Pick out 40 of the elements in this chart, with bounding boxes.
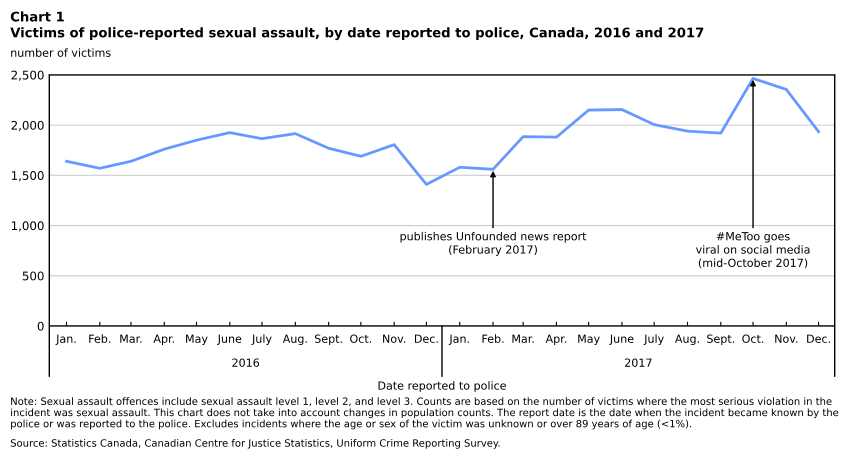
- x-tick-label: Jan.: [448, 334, 469, 345]
- x-tick-label: Apr.: [153, 334, 174, 346]
- text: 2017: [625, 358, 652, 367]
- x-tick-label: Oct.: [742, 334, 764, 343]
- x-tick-label: Mar.: [512, 334, 534, 343]
- y-axis-title: number of victims: [11, 48, 111, 57]
- x-tick-label: June: [217, 334, 242, 345]
- source-note: Source: Statistics Canada, Canadian Centre for Justice Statistics, Uniform Crime Reporting Survey.: [10, 439, 500, 449]
- y-tick-label: 1,000: [12, 221, 44, 232]
- x-tick-label: Dec.: [414, 334, 438, 343]
- x-tick-label: Dec.: [807, 334, 830, 343]
- x-tick-label: Feb.: [482, 334, 504, 343]
- y-tick-label: 2,500: [12, 70, 44, 81]
- annotation: #MeToo goes viral on social media (mid-October 2017): [696, 232, 810, 268]
- x-tick-label: Oct.: [350, 334, 372, 343]
- chart-subtitle: Victims of police-reported sexual assault, by date reported to police, Canada, 2016 and 2017: [10, 27, 704, 40]
- x-tick-label: July: [251, 334, 272, 346]
- x-tick-label: Nov.: [775, 334, 798, 343]
- text: 2016: [232, 358, 260, 367]
- x-tick-label: Apr.: [546, 334, 566, 346]
- x-tick-label: Sept.: [314, 334, 342, 346]
- x-tick-label: July: [644, 334, 664, 346]
- x-tick-label: Mar.: [120, 334, 142, 343]
- annotation: publishes Unfounded news report (February 2017): [400, 232, 586, 256]
- x-tick-label: Feb.: [89, 334, 110, 343]
- x-tick-label: May: [186, 334, 208, 346]
- y-tick-label: 500: [22, 271, 44, 280]
- x-tick-label: Nov.: [383, 334, 406, 343]
- x-tick-label: June: [609, 334, 634, 345]
- text: Note: Sexual assault offences include sexual assault level 1, level 2, and level 3. Counts are based on the number of victims where the most serious violation in the incident was sexual assault. This chart does not take into account changes in population counts. The report date is the date when the incident became known by the police or was reported to the police. Excludes incidents where the age or sex of the victim was unknown or over 89 years of age (<1%).: [11, 397, 838, 430]
- x-axis-title: Date reported to police: [378, 381, 506, 392]
- x-tick-label: Aug.: [282, 334, 307, 346]
- x-tick-label: May: [578, 334, 600, 346]
- y-tick-label: 0: [38, 322, 44, 331]
- y-tick-label: 1,500: [12, 171, 44, 182]
- x-tick-label: Sept.: [707, 334, 734, 346]
- y-tick-label: 2,000: [12, 120, 44, 131]
- x-tick-label: Aug.: [674, 334, 699, 346]
- x-tick-label: Jan.: [56, 334, 76, 345]
- chart-title: Chart 1: [10, 11, 64, 22]
